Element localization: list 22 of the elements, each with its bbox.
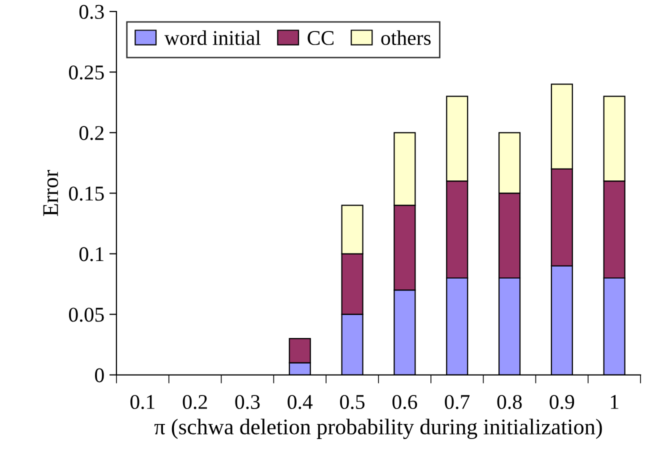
x-tick-label: 0.9: [550, 394, 574, 410]
x-tick-label: 1: [610, 395, 618, 409]
x-tick-label: 0.4: [288, 394, 313, 410]
x-tick-label: 0.2: [182, 394, 207, 410]
y-axis-title: Error: [43, 170, 58, 216]
y-tick-label: 0.15: [68, 186, 104, 201]
y-tick-label: 0.2: [79, 126, 104, 140]
y-tick-label: 0.3: [79, 4, 104, 20]
x-tick-label: 0.8: [497, 394, 522, 410]
x-tick-label: 0.1: [130, 394, 154, 410]
x-tick-label: 0.5: [340, 394, 364, 410]
x-axis-title: π (schwa deletion probability during initialization): [154, 418, 602, 440]
legend-label: word initial: [164, 30, 261, 46]
y-tick-label: 0.1: [79, 247, 104, 262]
x-tick-label: 0.3: [235, 394, 260, 410]
x-tick-label: 0.7: [444, 394, 470, 410]
legend-label: others: [381, 30, 431, 46]
y-tick-label: 0.05: [68, 308, 104, 322]
x-tick-label: 0.6: [392, 394, 418, 410]
y-tick-label: 0: [95, 368, 104, 382]
y-tick-label: 0.25: [68, 65, 104, 80]
legend-label: CC: [308, 31, 334, 46]
